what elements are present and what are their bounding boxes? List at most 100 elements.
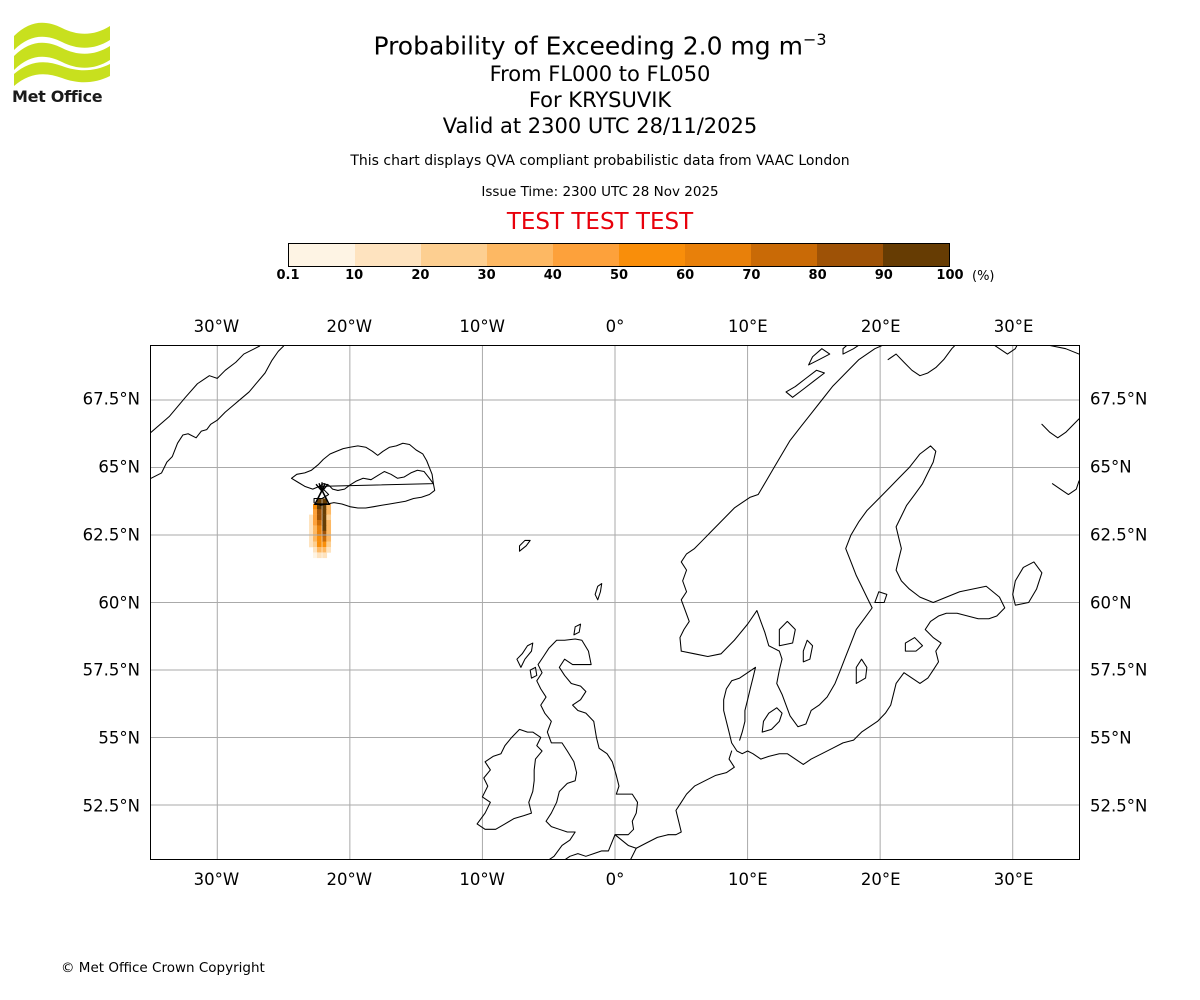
lon-tick-label-20°E-bot: 20°E (860, 870, 901, 889)
ash-cell (316, 509, 322, 515)
ash-cell (322, 498, 328, 505)
lon-tick-label-0°-bot: 0° (605, 870, 625, 889)
colorbar-tick-10: 10 (345, 268, 364, 283)
ash-cell (313, 503, 318, 510)
coastline-saaremaa (904, 637, 924, 652)
coastline-orkney (573, 623, 582, 636)
ash-cell (326, 547, 332, 553)
coastline-finland-russia-ne (887, 346, 1018, 377)
colorbar-segments (288, 243, 950, 267)
coastline-vesteralen (808, 348, 831, 366)
colorbar-segment-5 (619, 244, 685, 266)
coastline-ireland (476, 728, 543, 830)
ash-cell (313, 509, 318, 515)
ash-cell (316, 541, 322, 548)
colorbar-segment-8 (817, 244, 883, 266)
page-title-exponent: −3 (802, 30, 827, 49)
colorbar-tick-90: 90 (874, 268, 893, 283)
colorbar-segment-4 (553, 244, 619, 266)
lat-tick-label-57.5°N-left: 57.5°N (82, 660, 140, 680)
coastline-russia-onega (1051, 480, 1079, 496)
colorbar-tick-40: 40 (543, 268, 562, 283)
colorbar-tick-60: 60 (676, 268, 695, 283)
test-banner: TEST TEST TEST (506, 209, 694, 236)
ash-cell (313, 520, 318, 526)
volcano-triangle-icon (313, 488, 331, 505)
lat-tick-label-65°N-left: 65°N (98, 457, 140, 477)
colorbar-tick-0.1: 0.1 (276, 268, 300, 283)
lon-tick-label-30°E-bot: 30°E (993, 870, 1034, 889)
ash-cell (326, 525, 332, 532)
ash-cell (322, 541, 328, 548)
lat-tick-label-65°N-right: 65°N (1090, 457, 1132, 477)
volcano-subtitle: For KRYSUVIK (528, 88, 672, 113)
lon-tick-label-30°W-bot: 30°W (193, 870, 240, 889)
lat-tick-label-55°N-right: 55°N (1090, 728, 1132, 748)
ash-cell (316, 525, 322, 532)
ash-cell (309, 530, 314, 537)
copyright-footer: © Met Office Crown Copyright (61, 960, 265, 976)
ash-cell (309, 525, 314, 532)
ash-cell (326, 530, 332, 537)
lon-tick-label-30°E-top: 30°E (993, 317, 1034, 336)
ash-cell (322, 536, 328, 542)
probability-colorbar (288, 243, 950, 267)
volcano-plume-icon (318, 483, 323, 492)
ash-cell (313, 541, 318, 548)
ash-cell (326, 520, 332, 526)
lat-tick-label-60°N-right: 60°N (1090, 593, 1132, 612)
ash-cell (313, 547, 318, 553)
ash-cell (309, 520, 314, 526)
page-title: Probability of Exceeding 2.0 mg m−3 (0, 25, 1200, 61)
volcano-source-marker (313, 482, 331, 505)
ash-cell (322, 520, 328, 526)
colorbar-segment-6 (685, 244, 751, 266)
ash-cell (326, 503, 332, 510)
lon-tick-label-30°W-top: 30°W (193, 317, 240, 336)
page-title-text: Probability of Exceeding 2.0 mg m (373, 31, 803, 61)
lon-tick-label-0°-top: 0° (605, 317, 625, 336)
coastline-lofoten (785, 369, 825, 398)
lat-tick-label-62.5°N-right: 62.5°N (1090, 525, 1148, 545)
valid-time-subtitle: Valid at 2300 UTC 28/11/2025 (442, 114, 758, 139)
map-gridlines (151, 346, 1079, 859)
ash-cell (322, 530, 328, 537)
ash-probability-layer (309, 498, 332, 559)
chart-note: This chart displays QVA compliant probab… (350, 153, 850, 170)
chart-header: Probability of Exceeding 2.0 mg m−3 From… (0, 0, 1200, 235)
coastline-denmark-zealand (761, 707, 783, 733)
ash-cell (313, 536, 318, 542)
lon-tick-label-20°W-top: 20°W (326, 317, 373, 336)
coastline-lake-vattern (802, 639, 814, 663)
lon-tick-label-20°E-top: 20°E (860, 317, 901, 336)
colorbar-tick-70: 70 (742, 268, 761, 283)
map-plot-area[interactable] (150, 345, 1080, 860)
coastline-iceland-nw-peninsula (290, 442, 434, 490)
coastline-france-belgium (614, 834, 669, 849)
met-office-logo-text: Met Office (12, 87, 103, 106)
coastline-iceland (313, 469, 436, 509)
ash-cell (322, 525, 328, 532)
ash-cell (322, 503, 328, 510)
lon-tick-label-10°W-bot: 10°W (459, 870, 505, 889)
ash-cell (313, 525, 318, 532)
colorbar-tick-20: 20 (411, 268, 430, 283)
ash-cell (309, 541, 314, 548)
ash-cell (322, 552, 328, 559)
ash-cell (326, 541, 332, 548)
coastline-norway-west (679, 346, 883, 652)
lon-tick-label-10°W-top: 10°W (459, 317, 505, 336)
colorbar-tick-labels: 0.1 10 20 30 40 50 60 70 80 90 100 (276, 268, 963, 286)
colorbar-unit-label: (%) (972, 269, 995, 284)
ash-cell (322, 547, 328, 553)
ash-cell (316, 520, 322, 526)
coastline-aland-islands (874, 591, 888, 604)
ash-cell (322, 514, 328, 521)
lat-tick-label-62.5°N-left: 62.5°N (82, 525, 140, 545)
coastline-white-sea (1041, 418, 1079, 439)
colorbar-segment-7 (751, 244, 817, 266)
ash-cell (316, 530, 322, 537)
lat-tick-label-55°N-left: 55°N (98, 728, 140, 748)
coastline-faroe (518, 539, 531, 552)
ash-cell (316, 503, 322, 510)
